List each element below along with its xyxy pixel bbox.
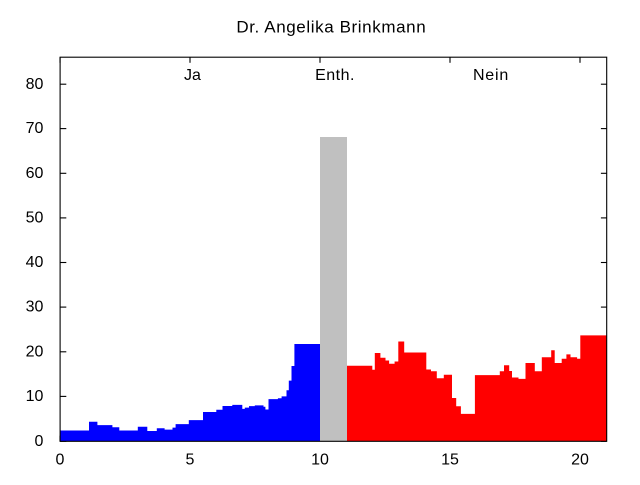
svg-text:Ja: Ja	[184, 67, 201, 84]
svg-text:10: 10	[311, 451, 329, 468]
svg-text:10: 10	[26, 388, 44, 405]
svg-text:Dr. Angelika Brinkmann: Dr. Angelika Brinkmann	[236, 18, 426, 37]
svg-text:40: 40	[26, 254, 44, 271]
svg-text:15: 15	[441, 451, 459, 468]
svg-text:0: 0	[34, 433, 43, 450]
svg-text:30: 30	[26, 299, 44, 316]
svg-text:70: 70	[26, 120, 44, 137]
svg-text:Enth.: Enth.	[315, 67, 355, 84]
svg-text:0: 0	[56, 451, 65, 468]
svg-text:20: 20	[571, 451, 589, 468]
svg-text:Nein: Nein	[473, 67, 509, 84]
svg-text:20: 20	[26, 343, 44, 360]
svg-text:5: 5	[186, 451, 195, 468]
svg-text:80: 80	[26, 76, 44, 93]
svg-text:50: 50	[26, 210, 44, 227]
svg-text:60: 60	[26, 165, 44, 182]
